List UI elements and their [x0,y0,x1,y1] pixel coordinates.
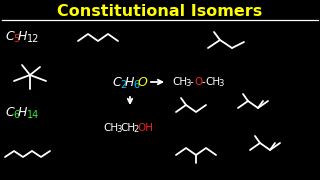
Text: 6: 6 [133,80,139,90]
Text: O: O [138,75,148,89]
Text: C: C [112,75,121,89]
Text: 12: 12 [27,34,39,44]
Text: H: H [18,30,28,42]
Text: 3: 3 [218,80,223,89]
Text: O: O [194,77,202,87]
Text: CH: CH [103,123,118,133]
Text: 2: 2 [133,125,138,134]
Text: CH: CH [205,77,220,87]
Text: 3: 3 [185,80,190,89]
Text: H: H [125,75,134,89]
Text: -: - [189,77,193,87]
Text: H: H [18,105,28,118]
Text: OH: OH [137,123,153,133]
Text: Constitutional Isomers: Constitutional Isomers [57,3,263,19]
Text: C: C [5,105,14,118]
Text: 2: 2 [120,80,126,90]
Text: CH: CH [172,77,187,87]
Text: 6: 6 [13,110,19,120]
Text: C: C [5,30,14,42]
Text: 3: 3 [116,125,121,134]
Text: CH: CH [120,123,135,133]
Text: 14: 14 [27,110,39,120]
Text: -: - [201,77,205,87]
Text: 5: 5 [13,34,19,44]
